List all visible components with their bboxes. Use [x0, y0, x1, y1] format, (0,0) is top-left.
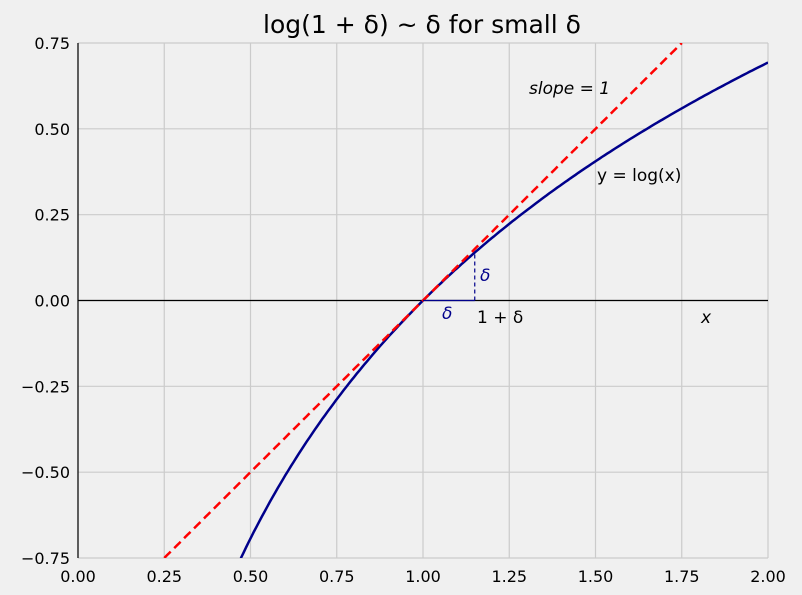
y-tick-label: 0.25	[34, 206, 70, 225]
slope-annotation: slope = 1	[529, 79, 610, 99]
y-tick-label: −0.50	[21, 463, 70, 482]
x-tick-label: 0.25	[146, 567, 182, 586]
x-tick-label: 0.00	[60, 567, 96, 586]
x-tick-label: 1.25	[491, 567, 527, 586]
y-tick-label: 0.50	[34, 120, 70, 139]
x-tick-label: 2.00	[750, 567, 786, 586]
x-axis-label: x	[700, 308, 712, 328]
x-tick-label: 0.75	[319, 567, 355, 586]
y-tick-label: 0.75	[34, 34, 70, 53]
lines	[163, 43, 768, 558]
x-tick-label: 1.75	[664, 567, 700, 586]
y-tick-label: −0.75	[21, 549, 70, 568]
chart-title: log(1 + δ) ~ δ for small δ	[263, 10, 581, 39]
y-tick-label: −0.25	[21, 377, 70, 396]
grid	[77, 42, 769, 559]
tick-labels: 0.00 0.25 0.50 0.75 1.00 1.25 1.50 1.75 2.00 −0.7…	[21, 34, 786, 586]
x-tick-label: 0.50	[233, 567, 269, 586]
delta-horizontal-label: δ	[442, 304, 452, 324]
one-plus-delta-label: 1 + δ	[477, 308, 523, 328]
log-curve	[239, 61, 768, 558]
x-tick-label: 1.00	[405, 567, 441, 586]
curve-annotation: y = log(x)	[597, 166, 681, 186]
y-tick-label: 0.00	[34, 292, 70, 311]
x-tick-label: 1.50	[578, 567, 614, 586]
delta-vertical-label: δ	[480, 266, 490, 286]
